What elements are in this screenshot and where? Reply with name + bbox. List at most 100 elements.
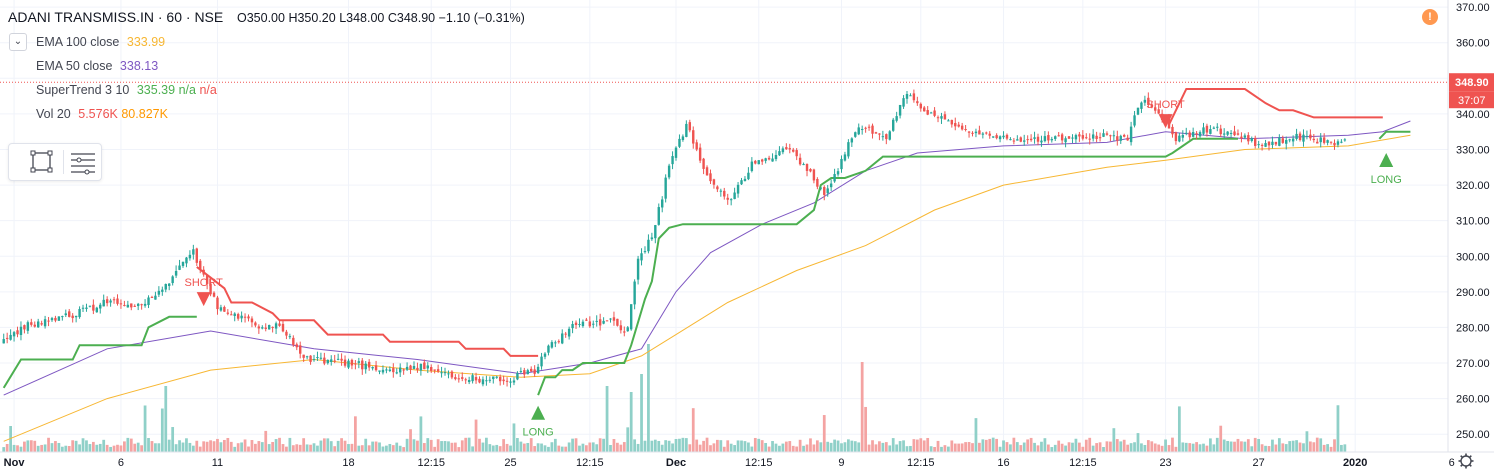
- volume-bar: [9, 426, 12, 452]
- volume-bar: [547, 446, 550, 452]
- candle: [78, 306, 81, 319]
- volume-bar: [640, 374, 643, 452]
- volume-bar: [860, 362, 864, 452]
- candle: [126, 300, 130, 308]
- candle: [1298, 131, 1302, 142]
- lines-menu-icon[interactable]: [71, 153, 95, 175]
- indicator-ema100[interactable]: EMA 100 close 333.99: [36, 35, 165, 49]
- volume-bar: [402, 447, 406, 452]
- candle: [1319, 133, 1322, 148]
- volume-bar: [1188, 443, 1192, 452]
- volume-bar: [178, 440, 181, 452]
- volume-bar: [1340, 444, 1343, 452]
- symbol-title[interactable]: ADANI TRANSMISS.IN · 60 · NSE: [8, 9, 224, 25]
- candle: [199, 259, 202, 274]
- candle: [760, 158, 764, 165]
- volume-bar: [40, 444, 44, 452]
- volume-bar: [109, 446, 112, 452]
- indicator-ema50[interactable]: EMA 50 close 338.13: [36, 59, 158, 73]
- high-value: H350.20: [288, 11, 336, 25]
- candle: [26, 320, 30, 334]
- price-tick-label: 340.00: [1456, 109, 1490, 121]
- volume-bar: [1081, 446, 1085, 452]
- time-axis[interactable]: Nov 6 11 18 12:15 25 12:15 Dec 12:15 9 12:15 16 12:1…: [0, 451, 1494, 469]
- candle: [212, 291, 216, 298]
- time-tick-label: 6: [1449, 457, 1455, 469]
- indicator-volume[interactable]: Vol 20 5.576K 80.827K: [36, 107, 168, 121]
- candle: [998, 135, 1002, 143]
- candle: [1185, 127, 1188, 136]
- candle: [471, 373, 474, 384]
- candle: [661, 196, 664, 213]
- candle: [364, 361, 367, 374]
- rectangle-select-icon[interactable]: [30, 150, 53, 173]
- candle: [623, 326, 626, 337]
- volume-bar: [529, 438, 533, 452]
- price-axis[interactable]: 370.00360.00350.00340.00330.00320.00310.…: [1447, 0, 1494, 474]
- alert-icon[interactable]: !: [1422, 9, 1438, 25]
- candle: [1236, 129, 1240, 136]
- volume-bar: [574, 438, 578, 452]
- volume-histogram: [2, 344, 1347, 452]
- candle: [1198, 130, 1202, 138]
- legend-collapse-button[interactable]: ⌄: [9, 33, 27, 51]
- candle: [1226, 131, 1229, 137]
- volume-bar: [398, 445, 402, 452]
- volume-bar: [222, 439, 226, 452]
- volume-bar: [305, 444, 309, 452]
- volume-bar: [240, 442, 243, 452]
- volume-bar: [533, 446, 537, 452]
- candle: [754, 159, 757, 165]
- candle: [1216, 123, 1219, 132]
- candle: [654, 224, 657, 244]
- candle: [571, 320, 574, 334]
- candle: [381, 365, 385, 375]
- volume-bar: [133, 443, 137, 452]
- candle: [778, 146, 781, 157]
- candle: [130, 303, 133, 311]
- volume-bar: [709, 445, 712, 452]
- volume-bar: [136, 442, 140, 452]
- volume-bar: [964, 442, 967, 452]
- volume-bar: [967, 442, 971, 452]
- candle: [23, 324, 26, 334]
- volume-bar: [771, 441, 774, 452]
- volume-bar: [616, 442, 619, 452]
- candle: [347, 358, 350, 370]
- candle: [1202, 122, 1205, 136]
- time-tick-label: 12:15: [417, 457, 445, 469]
- volume-bar: [1109, 441, 1112, 452]
- volume-bar: [874, 444, 878, 452]
- candle: [836, 168, 840, 177]
- volume-bar: [598, 438, 602, 452]
- time-tick-label: 12:15: [1069, 457, 1097, 469]
- settings-gear-icon[interactable]: [1458, 453, 1474, 469]
- volume-bar: [343, 440, 347, 452]
- candle: [36, 318, 40, 328]
- candle: [1119, 134, 1122, 144]
- volume-bar: [336, 440, 340, 452]
- volume-bar: [1281, 443, 1285, 452]
- volume-bar: [1291, 440, 1295, 452]
- volume-bar: [853, 441, 857, 452]
- candle: [1060, 132, 1064, 145]
- candle: [1195, 131, 1198, 140]
- volume-bar: [1057, 440, 1061, 452]
- candle: [602, 317, 605, 325]
- candle: [47, 316, 50, 327]
- volume-bar: [591, 442, 595, 452]
- volume-bar: [809, 438, 812, 452]
- candle: [1340, 139, 1343, 144]
- candle: [464, 377, 467, 384]
- candle: [1171, 124, 1174, 138]
- volume-bar: [1284, 444, 1288, 452]
- indicator-supertrend[interactable]: SuperTrend 3 10 335.39 n/a n/a: [36, 83, 217, 97]
- candle: [757, 160, 760, 165]
- candle: [605, 320, 609, 322]
- volume-bar: [822, 415, 826, 452]
- candle: [847, 139, 850, 159]
- candle: [957, 121, 960, 128]
- ema-50-path: [3, 120, 1411, 396]
- volume-bar: [367, 445, 371, 452]
